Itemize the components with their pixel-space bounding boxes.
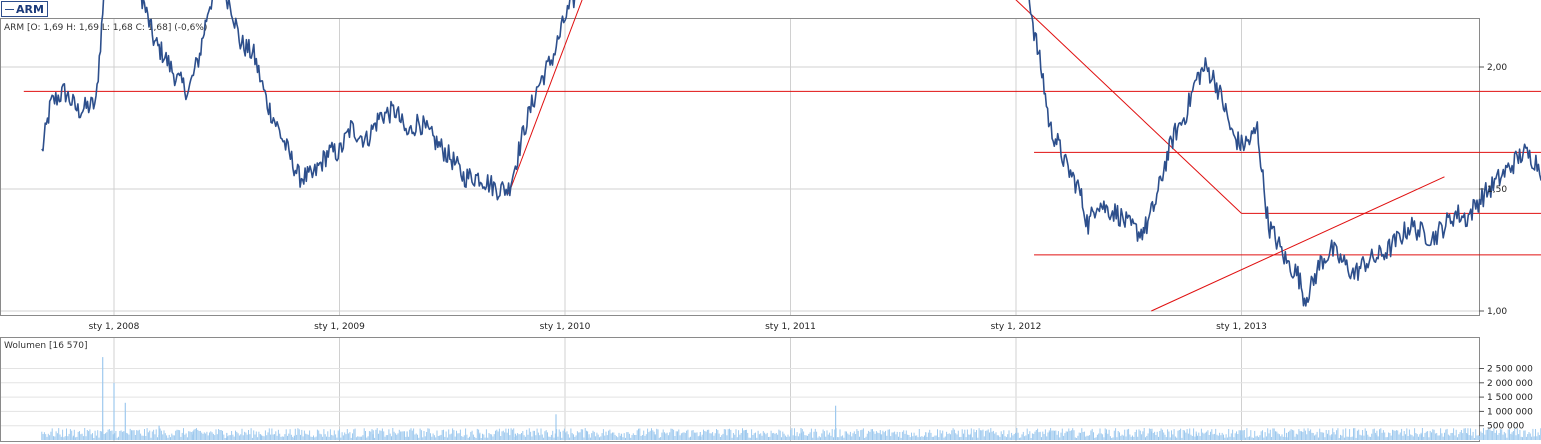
- volume-y-axis: 500 000 1 000 000 1 500 000 2 000 000 2 500 …: [1479, 365, 1533, 432]
- x-tick-label: sty 1, 2009: [314, 322, 365, 332]
- x-tick-label: sty 1, 2012: [991, 322, 1042, 332]
- vol-y-tick-label: 1 500 000: [1487, 393, 1533, 403]
- x-tick-label: sty 1, 2008: [89, 322, 140, 332]
- volume-panel-frame: [0, 337, 1480, 442]
- x-tick-label: sty 1, 2011: [765, 322, 816, 332]
- vol-y-tick-label: 500 000: [1487, 422, 1524, 432]
- trend-line: [508, 0, 583, 195]
- y-tick-label: 2,00: [1487, 63, 1507, 73]
- x-tick-label: sty 1, 2013: [1216, 322, 1267, 332]
- price-levels: [23, 0, 1541, 312]
- x-axis: sty 1, 2008 sty 1, 2009 sty 1, 2010 sty 1, …: [89, 322, 1267, 332]
- y-tick-label: 1,50: [1487, 185, 1507, 195]
- price-panel-frame: [0, 18, 1480, 316]
- volume-bars: [41, 357, 1541, 440]
- x-tick-label: sty 1, 2010: [540, 322, 591, 332]
- volume-grid: [1, 338, 1479, 441]
- price-grid: [1, 19, 1479, 315]
- y-tick-label: 1,00: [1487, 307, 1507, 317]
- vol-y-tick-label: 2 000 000: [1487, 379, 1533, 389]
- vol-y-tick-label: 1 000 000: [1487, 407, 1533, 417]
- volume-info-label: Wolumen [16 570]: [4, 341, 87, 351]
- trend-line: [1015, 0, 1242, 214]
- legend-tab-label: ARM: [16, 2, 44, 16]
- trend-line: [1151, 176, 1445, 312]
- price-y-axis: 1,001,502,002,503,00: [1479, 63, 1507, 317]
- price-series-line: [41, 0, 1541, 307]
- series-swatch-icon: [5, 8, 14, 10]
- price-info-label: ARM [O: 1,69 H: 1,69 L: 1,68 C: 1,68] (-…: [4, 23, 207, 33]
- legend-tab[interactable]: ARM: [1, 1, 48, 17]
- vol-y-tick-label: 2 500 000: [1487, 365, 1533, 375]
